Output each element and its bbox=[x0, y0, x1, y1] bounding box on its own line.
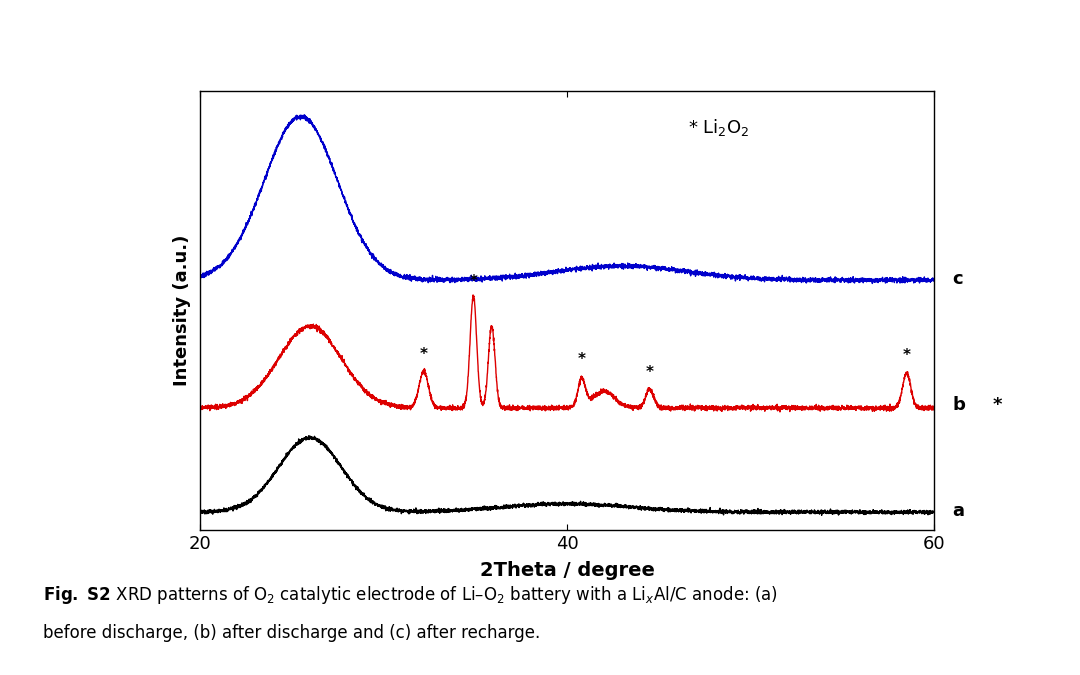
Text: b: b bbox=[953, 396, 966, 414]
Text: c: c bbox=[953, 270, 963, 288]
X-axis label: 2Theta / degree: 2Theta / degree bbox=[480, 561, 654, 580]
Text: before discharge, (b) after discharge and (c) after recharge.: before discharge, (b) after discharge an… bbox=[43, 624, 540, 643]
Text: *: * bbox=[646, 364, 653, 379]
Text: *: * bbox=[993, 396, 1002, 414]
Text: a: a bbox=[953, 502, 964, 520]
Text: *: * bbox=[578, 352, 585, 367]
Text: *: * bbox=[420, 348, 428, 362]
Text: *: * bbox=[470, 273, 477, 289]
Y-axis label: Intensity (a.u.): Intensity (a.u.) bbox=[174, 235, 191, 386]
Text: $\mathbf{Fig.\ S2}$ XRD patterns of O$_2$ catalytic electrode of Li–O$_2$ batter: $\mathbf{Fig.\ S2}$ XRD patterns of O$_2… bbox=[43, 584, 778, 606]
Text: *: * bbox=[903, 348, 910, 363]
Text: $*$ Li$_2$O$_2$: $*$ Li$_2$O$_2$ bbox=[688, 117, 750, 138]
